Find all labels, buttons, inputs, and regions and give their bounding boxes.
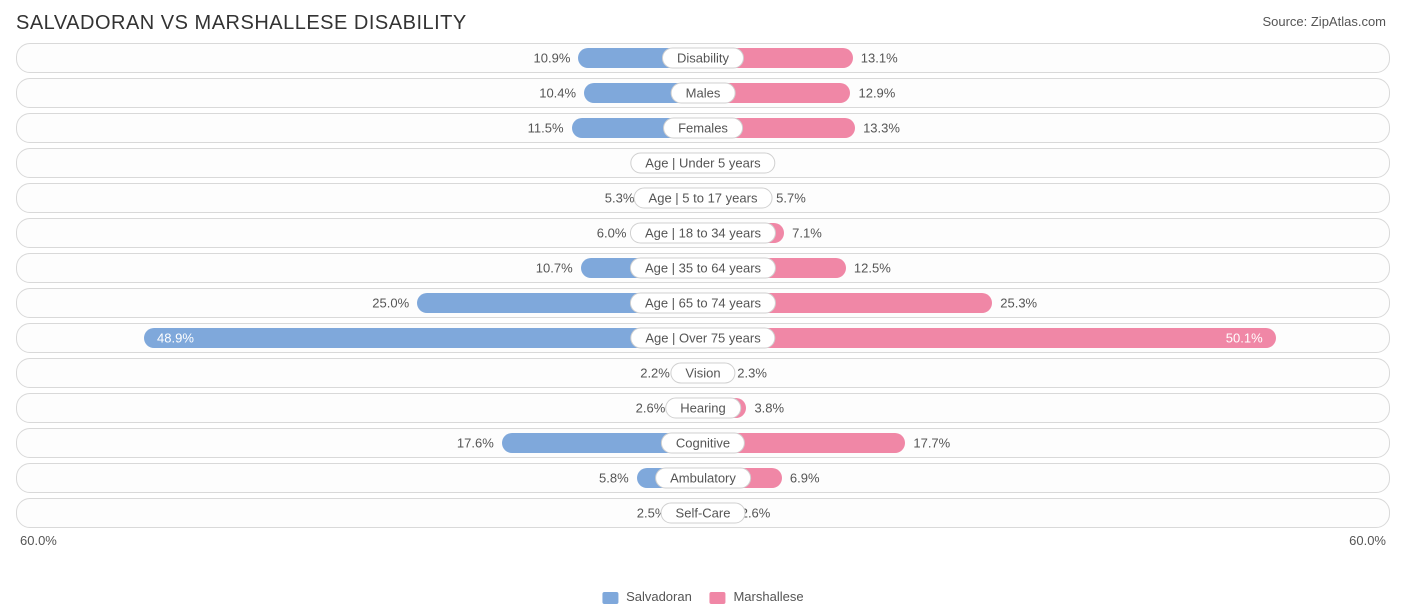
axis-max-left: 60.0% [20,533,57,548]
value-label-right: 7.1% [792,226,822,241]
category-label: Age | 65 to 74 years [630,293,776,314]
value-label-left: 17.6% [457,436,494,451]
legend-label-left: Salvadoran [626,589,692,604]
axis-labels: 60.0% 60.0% [16,533,1390,548]
category-label: Males [671,83,736,104]
bar-row: 2.5%2.6%Self-Care [16,498,1390,528]
bar-row: 2.6% 3.8% Hearing [16,393,1390,423]
value-label-left: 25.0% [372,296,409,311]
value-label-left: 2.2% [640,366,670,381]
category-label: Cognitive [661,433,745,454]
value-label-right: 50.1% [1226,331,1263,346]
value-label-right: 12.5% [854,261,891,276]
bar-row: 5.8% 6.9% Ambulatory [16,463,1390,493]
bar-row: 5.3% 5.7%Age | 5 to 17 years [16,183,1390,213]
value-label-left: 5.3% [605,191,635,206]
category-label: Disability [662,48,744,69]
bar-row: 10.9% 13.1% Disability [16,43,1390,73]
value-label-right: 3.8% [754,401,784,416]
bar-row: 17.6% 17.7% Cognitive [16,428,1390,458]
bar-row: 2.2% 2.3%Vision [16,358,1390,388]
source-attribution: Source: ZipAtlas.com [1262,14,1386,29]
value-label-left: 2.6% [636,401,666,416]
value-label-left: 5.8% [599,471,629,486]
category-label: Hearing [665,398,741,419]
value-label-left: 6.0% [597,226,627,241]
bar-row: 6.0% 7.1% Age | 18 to 34 years [16,218,1390,248]
value-label-left: 48.9% [157,331,194,346]
legend-item-right: Marshallese [710,589,804,604]
value-label-right: 2.3% [737,366,767,381]
bar-row: 11.5% 13.3% Females [16,113,1390,143]
value-label-left: 10.7% [536,261,573,276]
bar-row: 10.4% 12.9% Males [16,78,1390,108]
value-label-left: 11.5% [528,121,564,136]
category-label: Age | 5 to 17 years [634,188,773,209]
value-label-right: 17.7% [913,436,950,451]
chart-title: SALVADORAN VS MARSHALLESE DISABILITY [16,12,1390,35]
legend-swatch-right [710,592,726,604]
bar-row: 48.9% 50.1% Age | Over 75 years [16,323,1390,353]
axis-max-right: 60.0% [1349,533,1386,548]
legend-item-left: Salvadoran [602,589,691,604]
value-label-right: 13.1% [861,51,898,66]
category-label: Self-Care [661,503,746,524]
value-label-right: 12.9% [858,86,895,101]
value-label-right: 5.7% [776,191,806,206]
legend: Salvadoran Marshallese [602,589,803,604]
bar-right [703,328,1276,348]
value-label-left: 10.4% [539,86,576,101]
bar-row: 1.1%0.94%Age | Under 5 years [16,148,1390,178]
diverging-bar-chart: 10.9% 13.1% Disability 10.4% 12.9% Males 11.5%… [16,43,1390,528]
category-label: Age | 35 to 64 years [630,258,776,279]
bar-row: 25.0% 25.3% Age | 65 to 74 years [16,288,1390,318]
chart-container: SALVADORAN VS MARSHALLESE DISABILITY Sou… [0,0,1406,612]
category-label: Age | 18 to 34 years [630,223,776,244]
category-label: Females [663,118,743,139]
bar-left [144,328,703,348]
category-label: Vision [670,363,735,384]
category-label: Age | Under 5 years [630,153,775,174]
legend-swatch-left [602,592,618,604]
value-label-left: 10.9% [534,51,571,66]
value-label-right: 13.3% [863,121,900,136]
category-label: Age | Over 75 years [630,328,775,349]
bar-row: 10.7% 12.5% Age | 35 to 64 years [16,253,1390,283]
legend-label-right: Marshallese [733,589,803,604]
category-label: Ambulatory [655,468,751,489]
value-label-right: 25.3% [1000,296,1037,311]
value-label-right: 6.9% [790,471,820,486]
